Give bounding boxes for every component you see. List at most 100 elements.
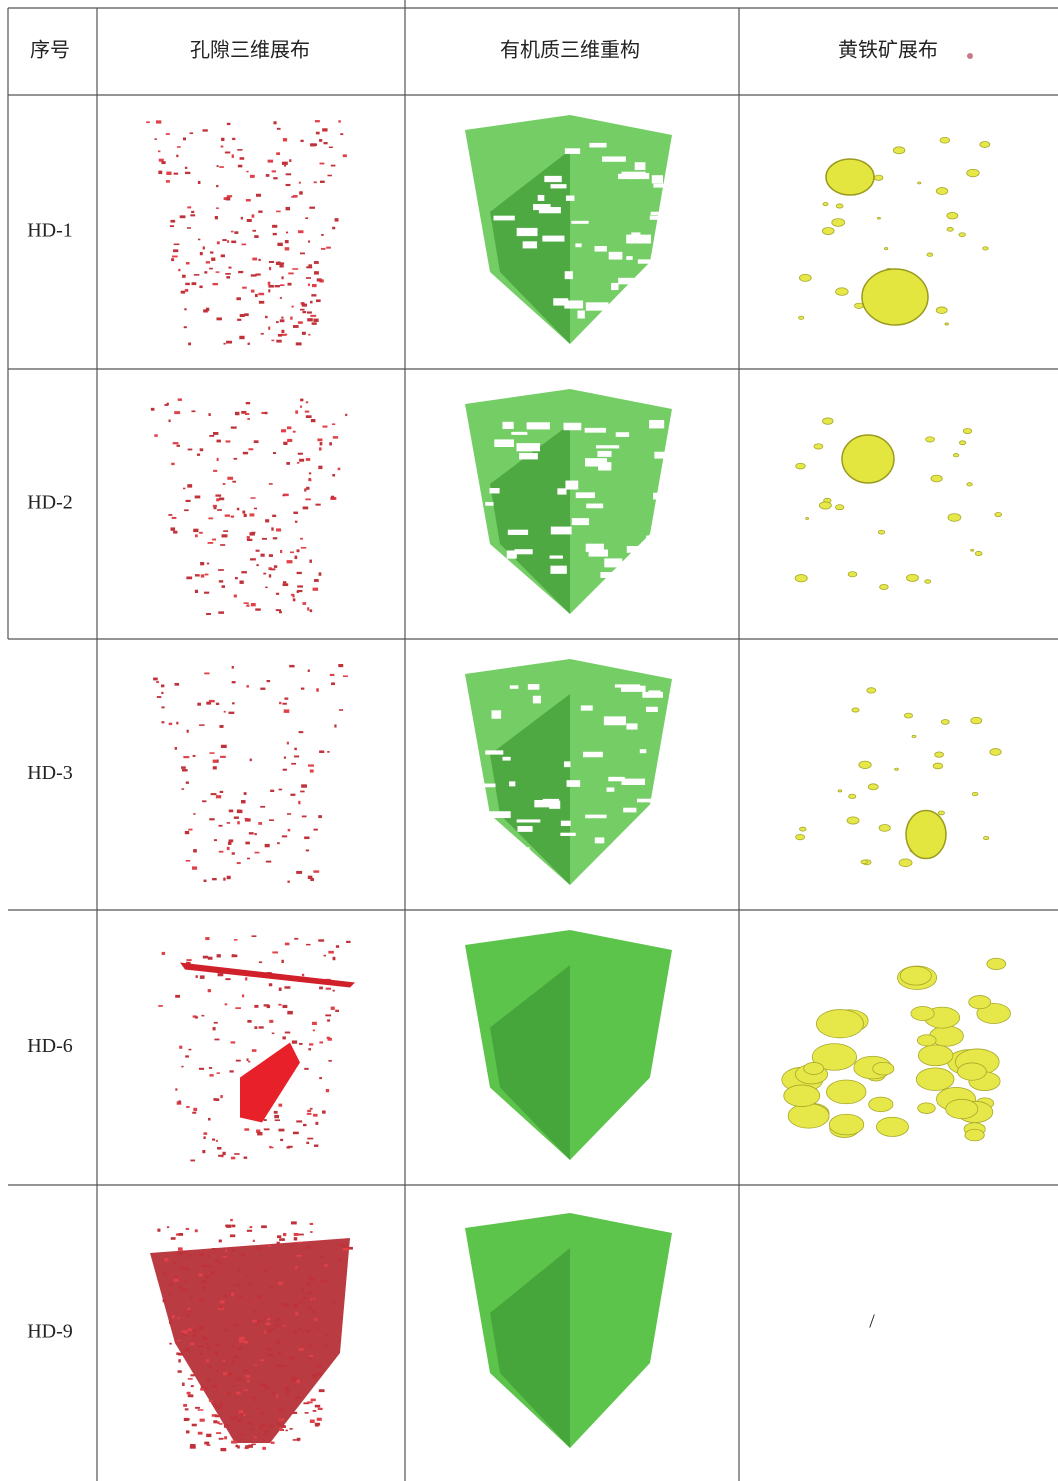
- pyrite-grain: [940, 137, 950, 143]
- pyrite-grain: [832, 219, 845, 227]
- pore-dot: [217, 759, 219, 762]
- pyrite-grain: [836, 204, 843, 208]
- pore-dot: [225, 152, 230, 154]
- pore-dot: [190, 1444, 196, 1447]
- pore-dot: [219, 1438, 224, 1440]
- pyrite-grain: [967, 483, 973, 486]
- pore-dot: [199, 1273, 203, 1276]
- pyrite-grain: [814, 444, 823, 449]
- pore-dot: [241, 1254, 245, 1256]
- table-header: 序号 孔隙三维展布 有机质三维重构 黄铁矿展布: [30, 39, 973, 62]
- pore-dot: [320, 181, 325, 183]
- pore-dot: [227, 195, 232, 197]
- organic-gap: [501, 298, 515, 305]
- pore-dot: [225, 1003, 228, 1005]
- organic-gap: [653, 493, 665, 500]
- pore-dot: [286, 1391, 289, 1394]
- pore-dot: [280, 297, 282, 299]
- pore-dot: [195, 1229, 198, 1232]
- pore-dot: [234, 594, 237, 597]
- pore-dot: [221, 745, 227, 748]
- pore-dot: [234, 1397, 238, 1399]
- pore-dot: [229, 267, 232, 269]
- pore-dot: [319, 163, 324, 165]
- pore-dot: [208, 1118, 210, 1121]
- pore-dot: [222, 534, 228, 537]
- pore-dot: [176, 1233, 179, 1235]
- pore-dot: [272, 951, 278, 953]
- pore-dot: [171, 527, 176, 530]
- pore-dot: [248, 343, 250, 345]
- pore-dot: [208, 517, 213, 519]
- pore-dot: [171, 1237, 176, 1240]
- organic-gap: [604, 558, 622, 567]
- pore-dot: [232, 1345, 234, 1347]
- pore-dot: [238, 271, 243, 273]
- pore-dot: [326, 1334, 329, 1337]
- pore-dot: [282, 162, 288, 165]
- pore-dot: [256, 550, 260, 552]
- pore-dot: [182, 275, 186, 278]
- pore-dot: [212, 1385, 217, 1387]
- pore-dot: [304, 488, 306, 491]
- pore-dot: [309, 207, 315, 209]
- pore-dot: [189, 1311, 194, 1313]
- pore-dot: [231, 1157, 235, 1160]
- pore-dot: [223, 1294, 228, 1297]
- pore-dot: [270, 1314, 272, 1316]
- pore-dot: [265, 844, 270, 847]
- organic-image: [465, 1213, 672, 1448]
- pore-dot: [213, 766, 217, 769]
- organic-gap: [572, 518, 589, 525]
- pore-dot: [210, 251, 213, 253]
- pyrite-image: /: [869, 1311, 875, 1333]
- pore-dot: [209, 752, 214, 754]
- pore-dot: [310, 770, 314, 773]
- pore-dot: [229, 712, 235, 714]
- pore-dot: [166, 172, 171, 175]
- pore-dot: [195, 496, 201, 499]
- pore-dot: [296, 342, 302, 345]
- pore-dot: [183, 488, 185, 490]
- pore-dot: [173, 249, 178, 252]
- organic-gap: [620, 312, 638, 319]
- organic-gap: [528, 684, 540, 690]
- pore-dot: [291, 196, 296, 198]
- pore-dot: [306, 266, 312, 268]
- pore-dot: [284, 709, 290, 712]
- pore-dot: [183, 1404, 187, 1407]
- pore-dot: [219, 497, 224, 500]
- pore-dot: [243, 1414, 245, 1417]
- pore-dot: [221, 146, 224, 148]
- pore-dot: [239, 1340, 244, 1343]
- pore-dot: [227, 477, 233, 480]
- pore-dot: [275, 1318, 281, 1321]
- pore-dot: [282, 1005, 287, 1008]
- pore-dot: [277, 1422, 281, 1425]
- pore-dot: [203, 129, 208, 131]
- pore-dot: [287, 742, 289, 745]
- organic-gap: [502, 422, 513, 429]
- pore-dot: [254, 1005, 258, 1008]
- pore-dot: [307, 1283, 311, 1286]
- organic-image: [465, 115, 677, 344]
- pore-dot: [169, 1321, 172, 1324]
- pore-dot: [312, 284, 317, 287]
- pyrite-grain: [826, 1080, 866, 1104]
- pore-dot: [244, 514, 247, 517]
- pore-dot: [213, 283, 219, 285]
- pore-dot: [168, 1294, 171, 1296]
- pore-dot: [307, 1138, 313, 1140]
- pore-dot: [276, 152, 280, 155]
- pore-dot: [181, 788, 184, 790]
- pore-dot: [283, 581, 286, 583]
- pore-dot: [283, 769, 287, 771]
- pore-dot: [274, 1111, 278, 1114]
- pore-dot: [301, 547, 306, 549]
- pore-dot: [230, 1417, 235, 1420]
- organic-gap: [595, 837, 605, 843]
- organic-gap: [514, 549, 532, 554]
- pore-dot: [250, 1226, 253, 1228]
- pore-dot: [223, 530, 228, 532]
- pyrite-grain: [948, 514, 961, 522]
